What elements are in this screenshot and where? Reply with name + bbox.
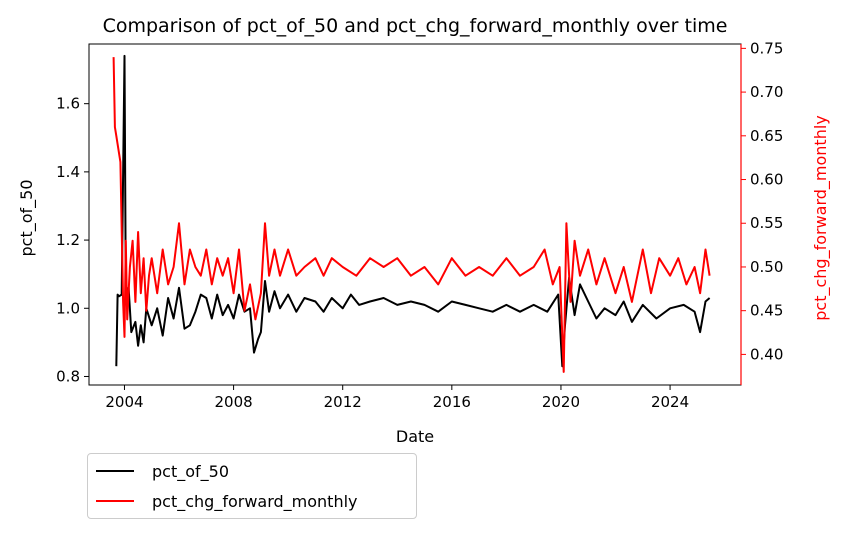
series-line-pct-chg-forward-monthly (112, 57, 711, 373)
left-y-tick-label: 1.6 (56, 95, 80, 113)
legend: pct_of_50 pct_chg_forward_monthly (87, 453, 417, 519)
right-y-axis-ticks: 0.40 0.45 0.50 0.55 0.60 0.65 0.70 0.75 (741, 39, 783, 363)
right-y-axis-label: pct_chg_forward_monthly (811, 115, 831, 321)
x-tick-label: 2020 (542, 393, 580, 411)
left-y-axis-label: pct_of_50 (17, 179, 37, 256)
right-y-tick-label: 0.70 (750, 83, 783, 101)
x-axis-ticks: 2004 2008 2012 2016 2020 2024 (105, 385, 689, 411)
series-path-0 (115, 54, 711, 368)
left-y-tick-label: 0.8 (56, 367, 80, 385)
x-tick-label: 2008 (214, 393, 252, 411)
left-y-tick-label: 1.4 (56, 163, 80, 181)
left-y-axis-ticks: 0.8 1.0 1.2 1.4 1.6 (56, 95, 89, 385)
legend-label-pct-of-50: pct_of_50 (152, 461, 230, 481)
plot-area-frame (88, 43, 742, 386)
x-tick-label: 2012 (324, 393, 362, 411)
series-line-pct-of-50 (115, 54, 711, 368)
right-y-tick-label: 0.40 (750, 345, 783, 363)
right-y-tick-label: 0.50 (750, 258, 783, 276)
right-y-tick-label: 0.75 (750, 39, 783, 57)
legend-label-pct-chg-forward-monthly: pct_chg_forward_monthly (152, 491, 358, 511)
right-y-tick-label: 0.60 (750, 171, 783, 189)
right-y-tick-label: 0.65 (750, 127, 783, 145)
x-tick-label: 2004 (105, 393, 143, 411)
chart-title: Comparison of pct_of_50 and pct_chg_forw… (103, 15, 728, 37)
right-y-tick-label: 0.45 (750, 302, 783, 320)
left-y-tick-label: 1.0 (56, 299, 80, 317)
x-tick-label: 2024 (651, 393, 689, 411)
legend-swatch-pct-chg-forward-monthly (96, 500, 134, 502)
right-y-tick-label: 0.55 (750, 214, 783, 232)
legend-item-pct-of-50: pct_of_50 (88, 459, 229, 483)
legend-item-pct-chg-forward-monthly: pct_chg_forward_monthly (88, 489, 358, 513)
left-y-tick-label: 1.2 (56, 231, 80, 249)
x-tick-label: 2016 (433, 393, 471, 411)
legend-swatch-pct-of-50 (96, 470, 134, 472)
series-path-1 (112, 57, 711, 373)
x-axis-label: Date (396, 427, 434, 446)
